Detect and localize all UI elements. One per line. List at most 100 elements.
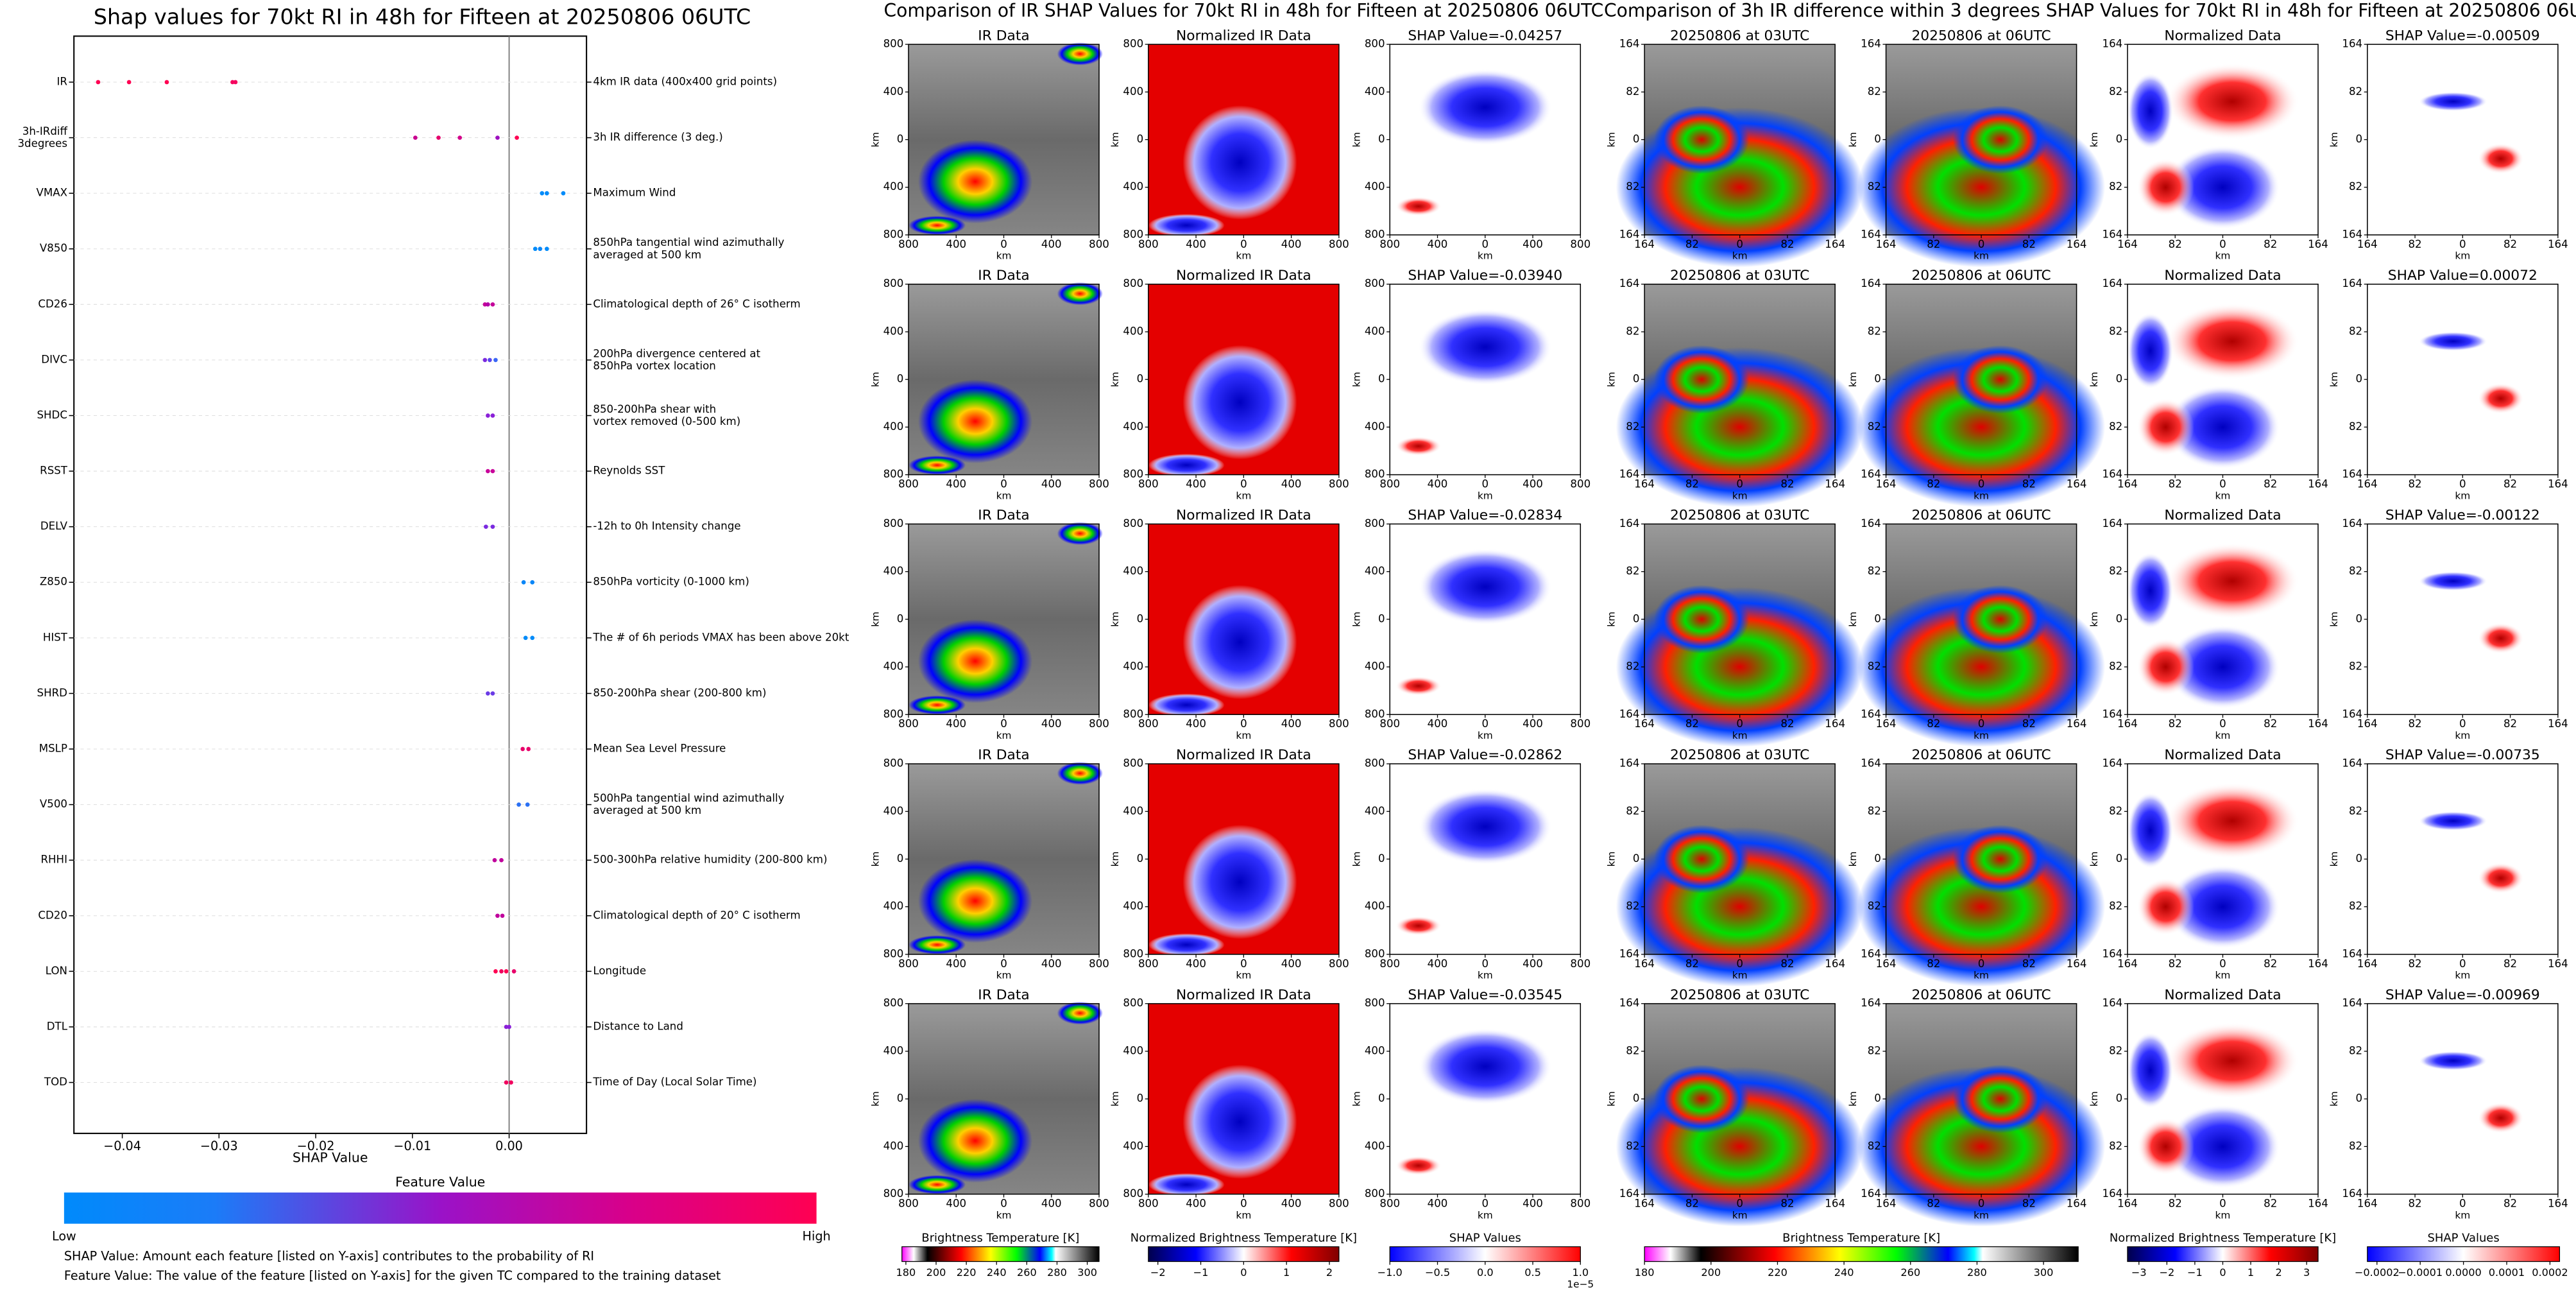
y-tick-label: 800	[1123, 997, 1143, 1009]
y-tick-label: 82	[1868, 900, 1881, 912]
y-tick-label: 800	[1365, 38, 1385, 50]
panel-image	[2367, 764, 2558, 954]
y-tick-label: 0	[1137, 133, 1144, 145]
feature-label: SHDC	[37, 409, 67, 421]
x-axis-label: SHAP Value	[293, 1150, 368, 1165]
x-tick-label: 0	[1000, 1197, 1007, 1209]
y-tick-label: 82	[1868, 420, 1881, 433]
colorbar	[2127, 1246, 2319, 1262]
panel-title: Normalized IR Data	[1176, 268, 1311, 284]
panel-image	[2367, 524, 2558, 715]
y-axis-label: km	[1109, 372, 1121, 387]
y-tick-label: 800	[883, 38, 904, 50]
feature-label: V500	[40, 798, 67, 810]
y-tick-label: 164	[1861, 1187, 1881, 1200]
y-tick-label: 0	[1874, 612, 1881, 624]
feature-label: DIVC	[41, 353, 67, 365]
x-tick-label: 82	[1780, 478, 1794, 490]
panel-title: IR Data	[978, 987, 1029, 1003]
x-tick-label: 82	[2022, 718, 2036, 730]
x-tick-label: 800	[1138, 478, 1159, 490]
feature-description: The # of 6h periods VMAX has been above …	[592, 631, 849, 643]
x-tick-label: 0	[2219, 958, 2226, 970]
x-axis-label: km	[2215, 970, 2231, 981]
panel-image	[1857, 44, 2106, 268]
y-axis-label: km	[1847, 612, 1859, 627]
x-tick-label: 400	[946, 718, 966, 730]
y-axis-label: km	[869, 372, 881, 387]
x-tick-label: 400	[946, 478, 966, 490]
panel-feature	[2478, 623, 2524, 654]
y-tick-label: 82	[1868, 565, 1881, 577]
feature-description: 850-200hPa shear with vortex removed (0-5…	[593, 402, 740, 427]
x-tick-label: 0	[1978, 478, 1985, 490]
shap-dot	[493, 969, 498, 974]
y-tick-label: 400	[1365, 325, 1385, 337]
y-tick-label: 400	[1365, 180, 1385, 193]
y-tick-label: 82	[1626, 565, 1639, 577]
x-axis-label: km	[1478, 490, 1493, 501]
y-axis-label: km	[1847, 852, 1859, 867]
x-tick-label: 164	[1634, 478, 1655, 490]
text-line: 850hPa tangential wind azimuthally	[593, 236, 784, 248]
panel-title: Normalized IR Data	[1176, 28, 1311, 44]
x-tick-label: 164	[2308, 1197, 2328, 1209]
y-axis-label: km	[1351, 372, 1363, 387]
y-tick-label: 400	[1123, 900, 1143, 912]
y-tick-label: 82	[1626, 180, 1639, 193]
y-tick-label: 164	[2342, 517, 2362, 530]
y-tick-label: 800	[1123, 757, 1143, 770]
panel-feature	[1182, 105, 1297, 220]
panel-feature	[2165, 145, 2280, 230]
panel-feature	[2478, 383, 2524, 414]
colorbar-tick-label: 0.0000	[2445, 1266, 2481, 1279]
x-tick-label: 164	[2357, 958, 2378, 970]
colorbar-tick-label: 0.0002	[2532, 1266, 2568, 1279]
panel-title: Normalized Data	[2164, 987, 2281, 1003]
panel-feature	[2137, 398, 2194, 456]
y-tick-label: 82	[2349, 85, 2362, 98]
x-tick-label: 0	[2459, 1197, 2466, 1209]
panel-image	[1857, 524, 2106, 747]
x-tick-label: 82	[1780, 238, 1794, 250]
shap-dot	[96, 80, 101, 85]
x-tick-label: 800	[898, 1197, 919, 1209]
y-tick-label: 164	[1619, 947, 1640, 960]
y-tick-label: 164	[2103, 468, 2123, 480]
panel-feature	[917, 619, 1033, 703]
x-tick-label: 0	[1736, 958, 1743, 970]
x-tick-label: 0	[2219, 1197, 2226, 1209]
plot-area	[73, 35, 588, 1134]
colorbar-label: Normalized Brightness Temperature [K]	[1130, 1232, 1357, 1245]
x-tick-label: 800	[898, 478, 919, 490]
x-tick-label: 800	[1379, 718, 1400, 730]
y-axis-label: km	[2328, 612, 2340, 627]
panel-title: 20250806 at 06UTC	[1911, 508, 2051, 524]
shap-dot	[507, 1024, 511, 1029]
x-tick-label: 400	[1186, 958, 1206, 970]
panel-fill	[2367, 524, 2558, 715]
y-tick-label: 400	[883, 1044, 904, 1056]
panel-title: IR Data	[978, 747, 1029, 763]
x-tick-label: 400	[1281, 1197, 1302, 1209]
x-tick-label: 400	[1281, 718, 1302, 730]
x-tick-label: 164	[2548, 478, 2568, 490]
x-tick-label: 164	[2308, 958, 2328, 970]
feature-label: RSST	[40, 465, 68, 477]
colorbar-high: High	[803, 1229, 831, 1244]
shap-dot	[499, 857, 504, 863]
x-axis-label: km	[1236, 1209, 1251, 1221]
x-tick-label: 400	[1186, 718, 1206, 730]
x-tick-label: −0.01	[393, 1139, 431, 1153]
x-tick-label: 164	[2117, 238, 2138, 250]
y-tick-label: 164	[2103, 228, 2123, 240]
y-tick-label: 800	[1365, 708, 1385, 720]
shap-dot	[499, 969, 504, 974]
x-tick-label: 400	[1186, 1197, 1206, 1209]
colorbar-tick-label: 260	[1017, 1266, 1037, 1279]
text-line: 850-200hPa shear with	[593, 402, 716, 415]
colorbar-label: Brightness Temperature [K]	[1782, 1232, 1940, 1245]
shap-dot	[530, 580, 535, 585]
x-tick-label: 82	[2169, 718, 2182, 730]
